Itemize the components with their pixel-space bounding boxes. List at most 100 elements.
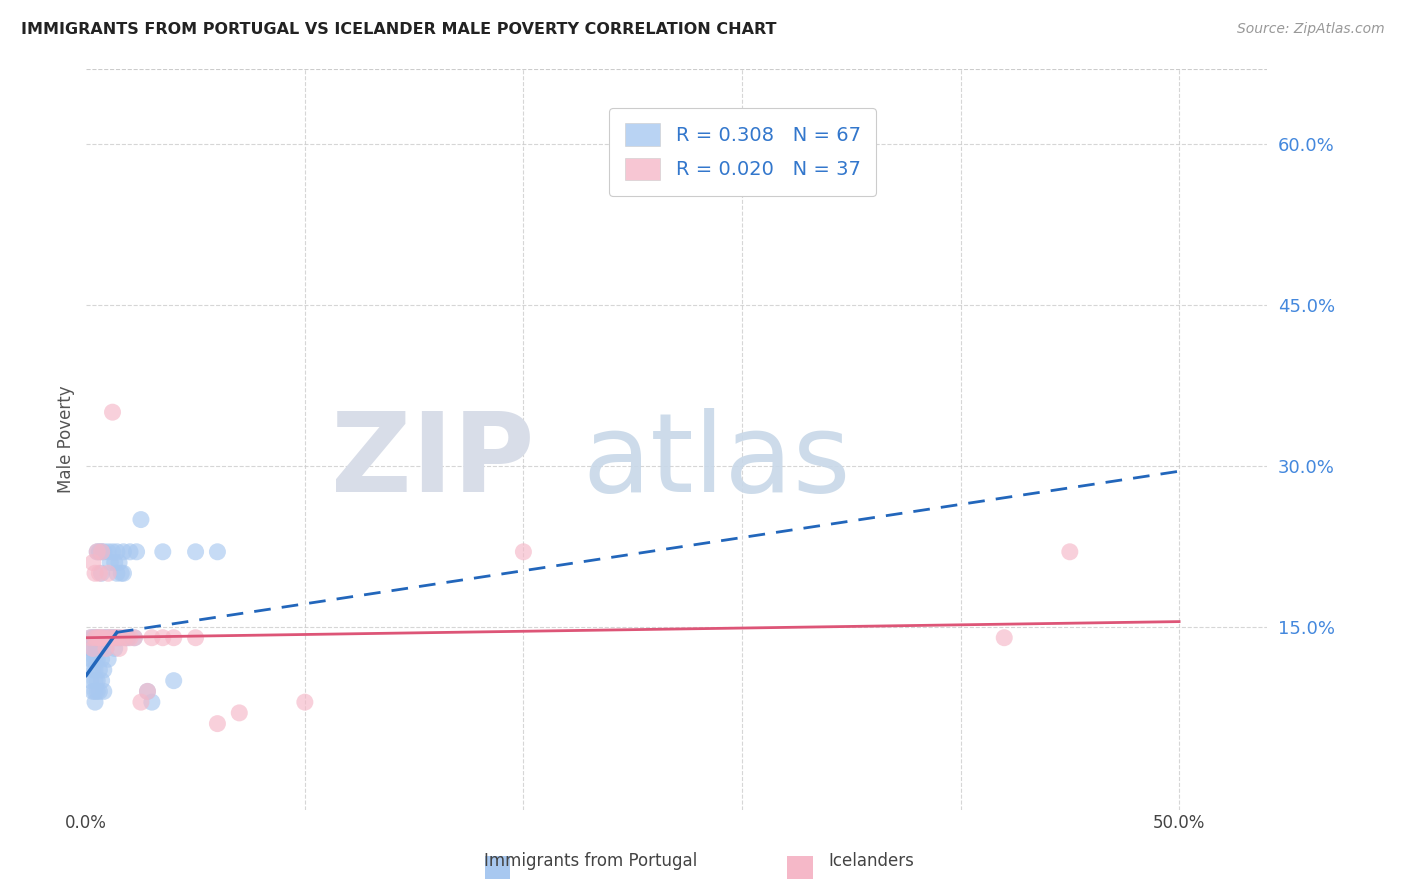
Point (97, 652, 120, 666)
Point (94, 641, 117, 656)
Point (110, 566, 132, 581)
Point (82, 631, 104, 645)
Point (105, 631, 128, 645)
Point (207, 545, 229, 559)
Point (129, 512, 152, 526)
Point (97, 631, 120, 645)
Point (82, 556, 104, 570)
Point (90, 631, 112, 645)
Point (82, 652, 104, 666)
Point (90, 566, 112, 581)
Point (79, 652, 101, 666)
Point (90, 545, 112, 559)
Point (105, 545, 128, 559)
Point (101, 545, 124, 559)
Point (94, 631, 117, 645)
Point (93, 631, 115, 645)
Point (89, 663, 111, 677)
Point (86, 631, 108, 645)
Point (93, 631, 115, 645)
Point (110, 631, 132, 645)
Point (89, 641, 111, 656)
Point (124, 631, 146, 645)
Point (207, 716, 229, 731)
Point (86, 545, 108, 559)
Point (125, 545, 148, 559)
Point (112, 545, 135, 559)
Point (79, 631, 101, 645)
Point (163, 673, 186, 688)
Point (86, 684, 108, 698)
Point (86, 652, 108, 666)
Point (93, 663, 115, 677)
Point (114, 631, 136, 645)
Point (84, 652, 107, 666)
Point (152, 545, 174, 559)
Point (90, 545, 112, 559)
Point (163, 631, 186, 645)
Text: Source: ZipAtlas.com: Source: ZipAtlas.com (1237, 22, 1385, 37)
Point (101, 405, 124, 419)
Point (90, 641, 112, 656)
Point (97, 545, 120, 559)
Point (108, 631, 131, 645)
Point (136, 684, 159, 698)
Text: Immigrants from Portugal: Immigrants from Portugal (484, 852, 697, 870)
Point (90, 673, 112, 688)
Point (108, 556, 131, 570)
Point (1059, 545, 1081, 559)
Text: Icelanders: Icelanders (828, 852, 915, 870)
Point (141, 631, 163, 645)
Point (104, 631, 127, 645)
Point (108, 641, 131, 656)
Y-axis label: Male Poverty: Male Poverty (58, 385, 75, 493)
Point (89, 566, 111, 581)
Point (82, 641, 104, 656)
Point (93, 545, 115, 559)
Point (79, 641, 101, 656)
Point (79, 673, 101, 688)
Point (141, 695, 163, 709)
Point (104, 641, 127, 656)
Point (512, 545, 534, 559)
Point (89, 631, 111, 645)
Point (136, 684, 159, 698)
Point (82, 641, 104, 656)
Point (84, 566, 107, 581)
Point (184, 545, 207, 559)
Point (688, 169, 710, 183)
Point (82, 684, 104, 698)
Point (84, 631, 107, 645)
Point (84, 641, 107, 656)
Point (86, 545, 108, 559)
Point (101, 631, 124, 645)
Point (104, 631, 127, 645)
Text: atlas: atlas (582, 408, 851, 515)
Point (98, 631, 121, 645)
Point (112, 566, 135, 581)
Point (228, 706, 250, 720)
Point (84, 631, 107, 645)
Point (89, 545, 111, 559)
Point (98, 631, 121, 645)
Point (114, 631, 136, 645)
Point (84, 684, 107, 698)
Point (84, 663, 107, 677)
Point (129, 695, 152, 709)
Text: IMMIGRANTS FROM PORTUGAL VS ICELANDER MALE POVERTY CORRELATION CHART: IMMIGRANTS FROM PORTUGAL VS ICELANDER MA… (21, 22, 776, 37)
Point (79, 631, 101, 645)
Point (90, 652, 112, 666)
Point (124, 631, 146, 645)
Point (993, 631, 1015, 645)
Point (82, 663, 104, 677)
Point (152, 631, 174, 645)
Point (294, 695, 316, 709)
Point (118, 631, 141, 645)
Point (98, 556, 121, 570)
Point (86, 673, 108, 688)
Point (118, 545, 141, 559)
Point (89, 631, 111, 645)
Point (93, 684, 115, 698)
Point (184, 631, 207, 645)
Point (105, 566, 128, 581)
